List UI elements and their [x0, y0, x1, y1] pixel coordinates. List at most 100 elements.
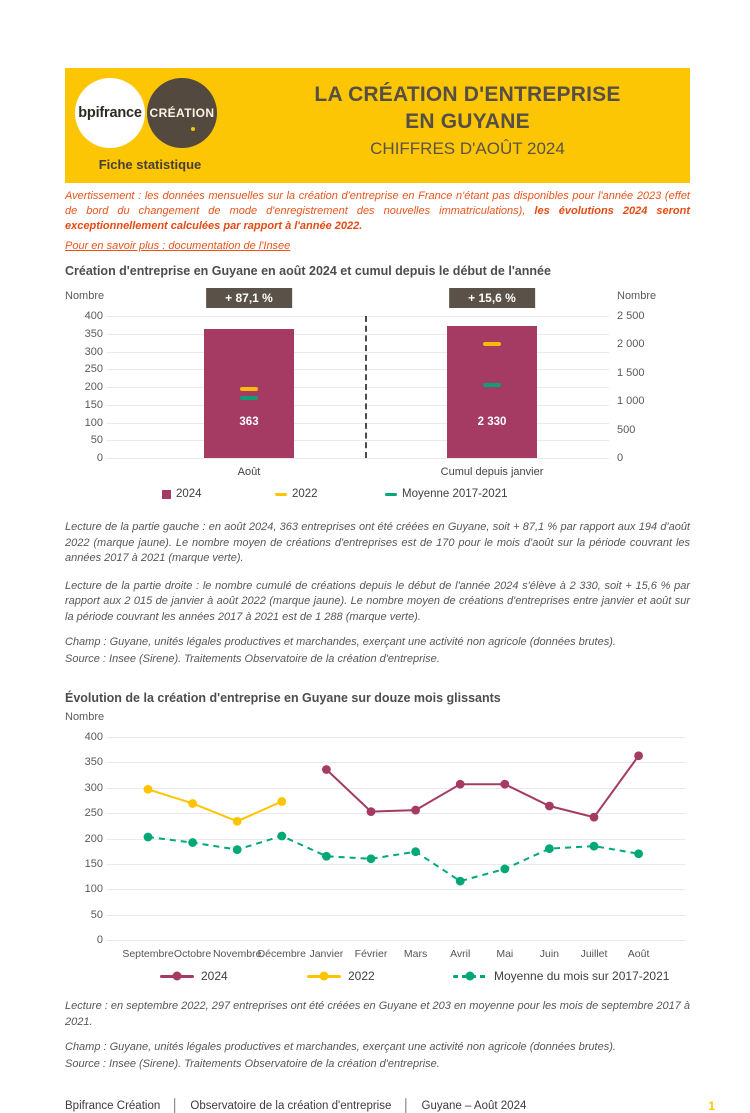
y-axis-tick: 0: [96, 934, 103, 946]
chart2-title: Évolution de la création d'entreprise en…: [65, 691, 501, 705]
chart1-right-axis-title: Nombre: [617, 290, 657, 302]
data-point: [545, 844, 554, 854]
data-point: [589, 812, 599, 822]
month-label: Mai: [496, 948, 514, 960]
data-point: [232, 845, 242, 855]
gridline: [107, 863, 685, 865]
legend-item-2024: 2024: [162, 488, 202, 500]
legend-2022-line-icon: [307, 971, 341, 981]
legend-2024-square-icon: [162, 489, 171, 499]
chart1-left-axis-title: Nombre: [65, 290, 105, 302]
page-footer: Bpifrance Création │ Observatoire de la …: [65, 1098, 715, 1113]
right-axis-tick: 1 000: [617, 395, 645, 408]
data-point: [589, 841, 599, 851]
footer-separator: │: [402, 1098, 411, 1113]
creation-logo: CRÉATION: [147, 78, 217, 148]
footer-brand: Bpifrance Création: [65, 1099, 161, 1112]
legend-item-2024-line: 2024: [160, 969, 228, 983]
data-point: [188, 838, 197, 847]
gridline: [107, 889, 685, 891]
gridline: [107, 333, 609, 335]
growth-badge: + 15,6 %: [449, 288, 535, 308]
data-point: [232, 816, 242, 826]
legend-item-2022: 2022: [275, 488, 318, 500]
bar-cumul: [447, 325, 537, 458]
data-point: [322, 765, 331, 774]
legend-2022-line-label: 2022: [348, 969, 375, 983]
gridline: [107, 387, 609, 388]
legend-2024-line-label: 2024: [201, 969, 228, 983]
fiche-statistique-label: Fiche statistique: [98, 157, 202, 172]
right-axis-tick: 0: [617, 452, 624, 464]
left-axis-tick: 250: [84, 363, 103, 376]
warning-text-bold: les évolutions 2024 seront exceptionnell…: [65, 205, 691, 232]
y-axis-tick: 400: [84, 731, 103, 743]
gridline: [107, 440, 609, 442]
gridline: [107, 422, 609, 424]
y-axis-tick: 300: [84, 781, 103, 794]
page-number: 1: [708, 1098, 715, 1113]
gridline: [107, 787, 685, 789]
legend-2024-line-icon: [160, 971, 194, 981]
legend-item-moyenne-line: Moyenne du mois sur 2017-2021: [453, 969, 669, 983]
bar-value-label: 2 330: [477, 416, 507, 428]
data-point: [143, 784, 153, 794]
line-series-svg: [143, 751, 643, 886]
footer-observatory: Observatoire de la création d'entreprise: [190, 1099, 392, 1112]
gridline: [107, 737, 685, 738]
marker-moyenne: [240, 395, 258, 400]
data-point: [634, 751, 643, 761]
title-block: LA CRÉATION D'ENTREPRISE EN GUYANE CHIFF…: [245, 68, 690, 183]
gridline: [107, 458, 609, 459]
gridline: [107, 369, 609, 371]
legend-moyenne-line-label: Moyenne du mois sur 2017-2021: [494, 969, 670, 983]
legend-moyenne-line-icon: [453, 971, 487, 981]
left-axis-tick: 200: [84, 381, 103, 393]
data-point: [411, 847, 420, 857]
lecture-right-text: Lecture de la partie droite : le nombre …: [65, 579, 690, 623]
bar-category-label: Août: [237, 466, 261, 478]
y-axis-tick: 150: [84, 857, 103, 870]
month-label: Avril: [450, 948, 471, 960]
logo-block: bpifrance CRÉATION Fiche statistique: [65, 68, 245, 183]
bar-chart: Nombre Nombre 363 2 330 2024 2022 Moyenne…: [65, 286, 690, 508]
marker-2022: [240, 387, 258, 392]
month-label: Janvier: [309, 948, 344, 960]
data-point: [277, 831, 287, 841]
gridline: [107, 838, 685, 840]
logo-row: bpifrance CRÉATION: [75, 78, 245, 148]
bar-category-label: Cumul depuis janvier: [440, 466, 544, 478]
footer-region: Guyane – Août 2024: [421, 1099, 527, 1112]
lecture-text-2: Lecture : en septembre 2022, 297 entrepr…: [65, 1000, 690, 1028]
growth-badge: + 87,1 %: [206, 288, 292, 308]
legend-item-2022-line: 2022: [307, 969, 375, 983]
source-text-1: Source : Insee (Sirene). Traitements Obs…: [65, 653, 440, 665]
bpifrance-logo-text: bpifrance: [78, 105, 142, 121]
left-axis-tick: 50: [90, 434, 103, 447]
month-label: Juin: [539, 948, 560, 960]
champ-text-1: Champ : Guyane, unités légales productiv…: [65, 636, 616, 648]
legend-item-moyenne: Moyenne 2017-2021: [385, 488, 508, 500]
bar-aout: [204, 329, 294, 458]
lecture-left-text: Lecture de la partie gauche : en août 20…: [65, 521, 690, 564]
month-label: Février: [354, 948, 388, 960]
data-point: [500, 779, 510, 789]
marker-moyenne: [483, 382, 501, 387]
month-label: Décembre: [257, 948, 307, 960]
data-point: [322, 851, 331, 861]
right-axis-tick: 500: [617, 423, 636, 436]
chart-divider-dashed: [365, 316, 367, 458]
gridline: [107, 316, 609, 317]
data-point: [545, 801, 554, 811]
insee-doc-link[interactable]: Pour en savoir plus : documentation de l…: [65, 240, 291, 252]
header-banner: bpifrance CRÉATION Fiche statistique LA …: [65, 68, 690, 183]
left-axis-tick: 350: [84, 327, 103, 340]
marker-2022: [483, 341, 501, 346]
legend-moyenne-label: Moyenne 2017-2021: [402, 488, 508, 500]
bar-chart-plot: 363 2 330: [107, 316, 609, 459]
warning-text: Avertissement : les données mensuelles s…: [65, 189, 690, 234]
month-label: Juillet: [580, 948, 608, 960]
creation-logo-text: CRÉATION: [149, 106, 215, 120]
creation-logo-dot-icon: [191, 127, 195, 131]
left-axis-tick: 100: [84, 416, 103, 429]
